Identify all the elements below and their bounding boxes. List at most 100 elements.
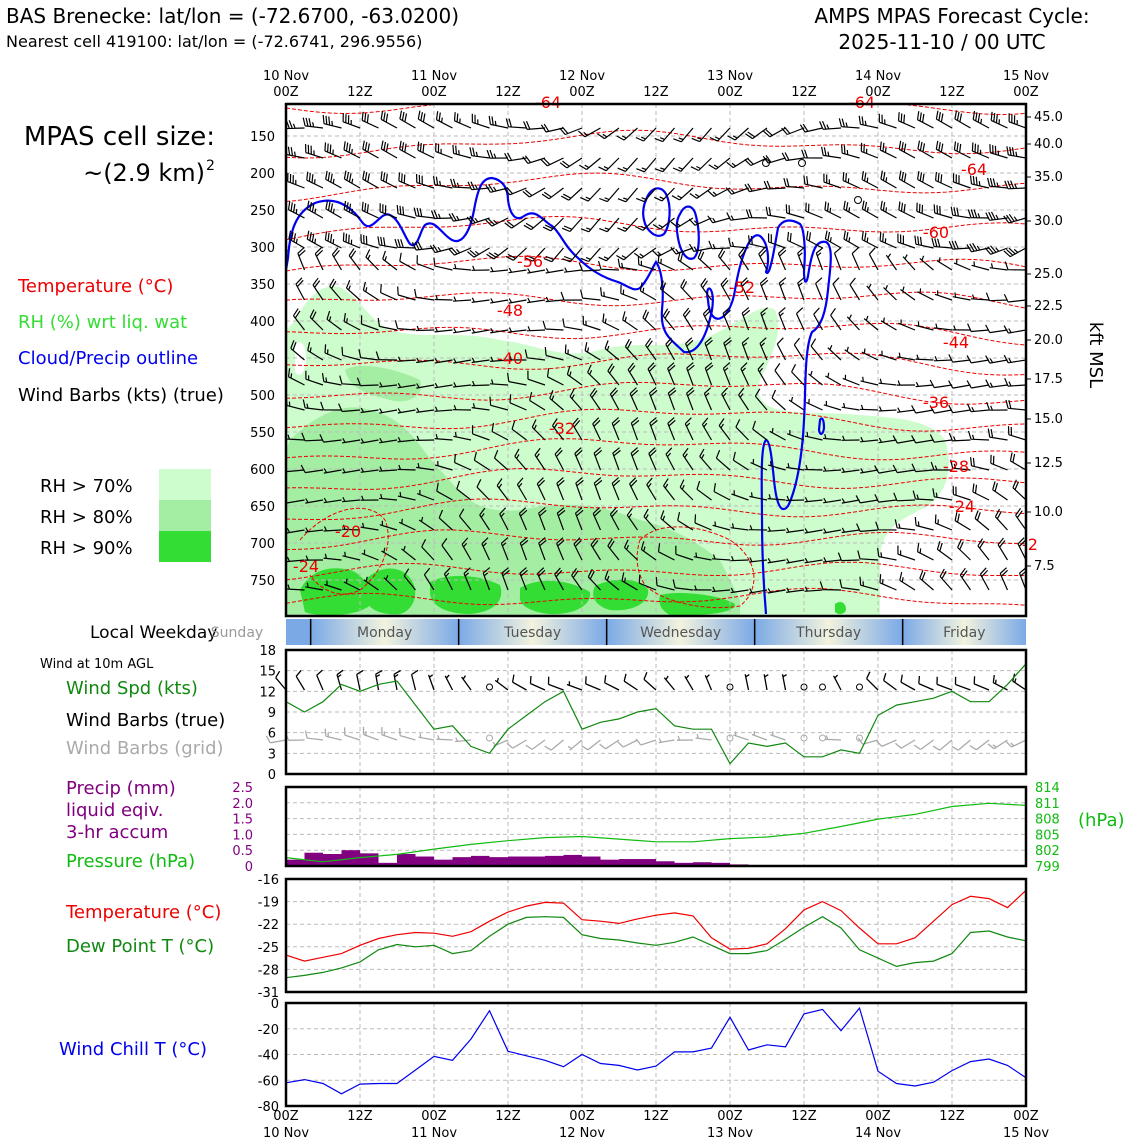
y-tick-label: -19 bbox=[258, 896, 279, 911]
wind-barb bbox=[556, 537, 565, 561]
wind-barb bbox=[819, 120, 842, 130]
wind-barb bbox=[482, 567, 491, 591]
wind-barb bbox=[305, 582, 324, 591]
wind-barb bbox=[343, 200, 361, 219]
wind-barb bbox=[857, 550, 879, 561]
wind-barb bbox=[485, 217, 509, 227]
wind-barb bbox=[707, 215, 731, 224]
calm-marker bbox=[486, 734, 493, 742]
bottom-axis-hour: 00Z bbox=[421, 1109, 447, 1124]
wind-barb bbox=[505, 247, 527, 261]
wind-barb bbox=[806, 230, 823, 249]
wind-barb bbox=[899, 571, 916, 591]
wind-barb bbox=[879, 350, 897, 361]
precip-bar bbox=[360, 853, 379, 866]
wind-barb bbox=[453, 358, 472, 364]
wind-barb bbox=[307, 341, 324, 361]
wind-barb bbox=[967, 209, 990, 219]
wind-barb bbox=[265, 735, 287, 744]
weekday-name: Tuesday bbox=[503, 625, 561, 641]
wind-barb bbox=[763, 674, 769, 691]
wind-barb bbox=[527, 370, 546, 386]
wind-barb bbox=[693, 585, 712, 591]
wind-barb bbox=[778, 277, 787, 301]
wind-barb bbox=[617, 187, 638, 203]
wind-barb bbox=[917, 171, 934, 189]
precip-bar bbox=[304, 852, 323, 866]
wind-barb bbox=[917, 288, 934, 301]
wind-barb bbox=[952, 292, 971, 301]
wind-barb bbox=[564, 344, 583, 361]
bottom-axis-hour: 12Z bbox=[495, 1109, 521, 1124]
wind-barb bbox=[415, 325, 435, 332]
y-tick-label: -22 bbox=[258, 918, 279, 933]
wind-barb bbox=[463, 567, 472, 591]
wind-barb bbox=[1015, 507, 1026, 531]
wind-barb bbox=[950, 206, 971, 219]
legend-swatch-rh80 bbox=[159, 500, 211, 531]
contour-label: -60 bbox=[923, 223, 949, 242]
wind-barb bbox=[954, 676, 971, 691]
wind-barb bbox=[866, 283, 879, 301]
wind-barb bbox=[799, 123, 823, 133]
wind-barb bbox=[915, 381, 934, 388]
wind-barb bbox=[880, 317, 897, 331]
day-segment bbox=[754, 619, 903, 645]
pressure-tick: 400 bbox=[250, 315, 275, 330]
wind-barb bbox=[360, 522, 379, 531]
day-segment bbox=[310, 619, 459, 645]
wind-barb bbox=[375, 669, 383, 691]
wind-barb bbox=[538, 537, 547, 561]
precip-panel-frame bbox=[284, 785, 1028, 868]
y-tick-label: -31 bbox=[258, 986, 279, 1001]
wind-barb bbox=[556, 507, 566, 531]
precip-bar bbox=[545, 855, 564, 866]
wind-barb bbox=[397, 286, 416, 301]
wind-barb bbox=[481, 537, 491, 561]
wind-barb bbox=[305, 527, 324, 533]
wind-barb bbox=[744, 157, 768, 167]
wind-barb bbox=[930, 461, 952, 471]
wind-barb bbox=[343, 578, 361, 591]
wind-barb bbox=[972, 110, 990, 129]
wind-barb bbox=[654, 127, 675, 143]
wind-barb bbox=[878, 378, 897, 386]
wind-barb bbox=[312, 277, 324, 301]
y-tick-label: 0 bbox=[245, 860, 253, 875]
wind-barb bbox=[767, 558, 786, 564]
wind-barb bbox=[856, 523, 879, 532]
wind-barb bbox=[582, 315, 601, 331]
wind-barb bbox=[758, 247, 768, 271]
wind-barb bbox=[832, 277, 842, 301]
wind-barb bbox=[286, 556, 305, 563]
wind-barb bbox=[448, 247, 472, 256]
kft-tick: 35.0 bbox=[1034, 170, 1063, 185]
cloud-outline-upper bbox=[286, 176, 832, 615]
top-axis-hour: 12Z bbox=[791, 85, 817, 100]
bottom-axis-hour: 00Z bbox=[865, 1109, 891, 1124]
top-axis-hour: 12Z bbox=[347, 85, 373, 100]
pressure-tick-label: 805 bbox=[1035, 828, 1060, 843]
wind-barb bbox=[1008, 113, 1026, 129]
wind-barb bbox=[821, 146, 842, 159]
pressure-axis: 150 200 250 300 350 400 450 500 550 600 650 700 750 bbox=[250, 130, 275, 589]
wind-barb bbox=[430, 210, 453, 220]
wind-barb bbox=[286, 157, 287, 158]
weekday-name: Sunday bbox=[211, 625, 263, 641]
wind-barb bbox=[987, 177, 1008, 189]
wind-barb bbox=[966, 242, 990, 253]
wind-barb bbox=[452, 296, 472, 302]
contour-label: -32 bbox=[549, 419, 575, 438]
wind-barb bbox=[543, 247, 564, 263]
forecast-title: AMPS MPAS Forecast Cycle: bbox=[814, 4, 1089, 28]
wind-barb bbox=[797, 247, 805, 271]
wind-barb bbox=[362, 170, 379, 189]
pressure-tick-label: 799 bbox=[1035, 860, 1060, 875]
wind-barb bbox=[527, 268, 546, 274]
wind-barb bbox=[679, 479, 694, 501]
wind-barb bbox=[394, 320, 416, 331]
wind-barb bbox=[933, 356, 953, 362]
contour-label: -24 bbox=[293, 557, 319, 576]
cell-size-label: MPAS cell size: bbox=[24, 122, 215, 152]
wind-barb bbox=[587, 364, 601, 386]
